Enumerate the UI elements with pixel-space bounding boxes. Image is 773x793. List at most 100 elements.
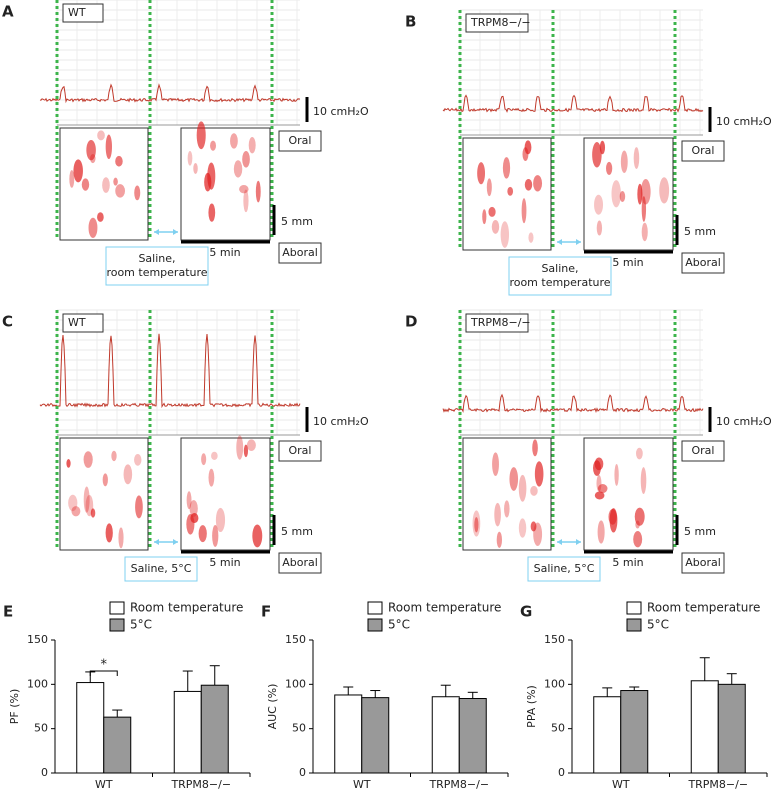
aboral: Aboral bbox=[685, 256, 721, 269]
map-streak bbox=[134, 185, 141, 201]
genotype: WT bbox=[68, 316, 86, 329]
bar bbox=[717, 683, 746, 774]
oral: Oral bbox=[692, 444, 715, 457]
arrow-head bbox=[557, 539, 581, 545]
map-streak bbox=[597, 520, 605, 544]
map-streak bbox=[522, 147, 529, 161]
aboral-box bbox=[278, 242, 322, 264]
pressure-scale: 10 cmH₂O bbox=[313, 415, 369, 428]
genotype: TRPM8−/− bbox=[470, 16, 531, 29]
y-tick-label: 150 bbox=[285, 633, 306, 646]
bar bbox=[361, 697, 390, 774]
map-streak bbox=[636, 447, 643, 460]
pressure-scale: 10 cmH₂O bbox=[313, 105, 369, 118]
map-streak bbox=[115, 155, 123, 167]
map-streak bbox=[488, 206, 496, 217]
pressure-trace bbox=[39, 83, 301, 104]
legend-swatch bbox=[367, 618, 383, 632]
legend-label: Room temperature bbox=[130, 601, 243, 615]
bar bbox=[431, 696, 460, 774]
map-streak bbox=[255, 180, 261, 203]
map-streak bbox=[83, 451, 93, 468]
pressure-trace bbox=[442, 94, 704, 113]
bar bbox=[690, 680, 719, 774]
y-tick-label: 0 bbox=[558, 766, 565, 779]
legend-swatch bbox=[109, 618, 125, 632]
aboral: Aboral bbox=[282, 556, 318, 569]
map-streak bbox=[115, 184, 126, 198]
map-streak bbox=[69, 170, 75, 188]
map-streak bbox=[68, 494, 78, 512]
map-streak bbox=[534, 461, 544, 487]
map-streak bbox=[486, 178, 492, 197]
map-streak bbox=[597, 484, 608, 494]
map-streak bbox=[608, 509, 617, 525]
map-streak bbox=[492, 452, 499, 476]
spatiotemporal-map bbox=[59, 437, 149, 551]
map-streak bbox=[518, 474, 527, 502]
map-streak bbox=[502, 157, 511, 179]
y-tick-label: 150 bbox=[544, 633, 565, 646]
map-streak bbox=[198, 525, 207, 543]
oral-box bbox=[681, 140, 725, 162]
map-streak bbox=[507, 186, 514, 196]
map-streak bbox=[532, 439, 538, 457]
map-streak bbox=[248, 136, 256, 154]
pressure-scale: 10 cmH₂O bbox=[716, 115, 772, 128]
y-tick-label: 100 bbox=[285, 677, 306, 690]
map-streak bbox=[594, 194, 604, 215]
map-streak bbox=[73, 159, 83, 183]
map-streak bbox=[204, 172, 212, 192]
map-streak bbox=[518, 518, 527, 538]
spatiotemporal-map bbox=[180, 127, 271, 241]
map-streak bbox=[90, 154, 96, 164]
x-tick-label: TRPM8−/− bbox=[428, 778, 489, 791]
map-streak bbox=[242, 150, 250, 168]
time-scale: 5 min bbox=[612, 256, 643, 269]
condition: Saline, 5°C bbox=[131, 562, 192, 575]
map-streak bbox=[252, 524, 263, 548]
map-streak bbox=[641, 222, 648, 242]
x-tick-label: WT bbox=[612, 778, 630, 791]
panel-label: A bbox=[2, 3, 14, 21]
map-streak bbox=[477, 162, 486, 185]
length-scale: 5 mm bbox=[684, 525, 716, 538]
map-streak bbox=[528, 232, 534, 243]
y-tick-label: 50 bbox=[551, 722, 565, 735]
condition: Saline, bbox=[541, 262, 578, 275]
genotype-box bbox=[62, 313, 104, 333]
x-tick-label: TRPM8−/− bbox=[687, 778, 748, 791]
map-streak bbox=[105, 523, 113, 543]
y-tick-label: 50 bbox=[292, 722, 306, 735]
oral: Oral bbox=[692, 144, 715, 157]
time-scale: 5 min bbox=[209, 246, 240, 259]
map-streak bbox=[212, 525, 219, 547]
map-streak bbox=[635, 520, 640, 529]
map-streak bbox=[494, 502, 501, 527]
map-streak bbox=[189, 500, 198, 517]
map-streak bbox=[596, 220, 603, 236]
oral: Oral bbox=[289, 444, 312, 457]
map-streak bbox=[236, 435, 244, 460]
bar bbox=[458, 698, 487, 774]
bar bbox=[593, 696, 622, 774]
condition: Saline, 5°C bbox=[534, 562, 595, 575]
map-streak bbox=[637, 183, 643, 205]
pressure-trace bbox=[39, 333, 301, 409]
map-streak bbox=[491, 220, 500, 234]
map-streak bbox=[208, 203, 216, 222]
aboral-box bbox=[681, 552, 725, 574]
bar bbox=[76, 682, 105, 774]
y-tick-label: 100 bbox=[27, 677, 48, 690]
map-streak bbox=[500, 221, 510, 248]
map-streak bbox=[243, 189, 249, 213]
condition: Saline, bbox=[138, 252, 175, 265]
map-streak bbox=[71, 506, 81, 517]
y-axis-label: AUC (%) bbox=[266, 684, 279, 730]
y-tick-label: 0 bbox=[41, 766, 48, 779]
condition: room temperature bbox=[509, 276, 610, 289]
aboral: Aboral bbox=[282, 246, 318, 259]
map-streak bbox=[186, 491, 192, 510]
bar bbox=[334, 694, 363, 774]
